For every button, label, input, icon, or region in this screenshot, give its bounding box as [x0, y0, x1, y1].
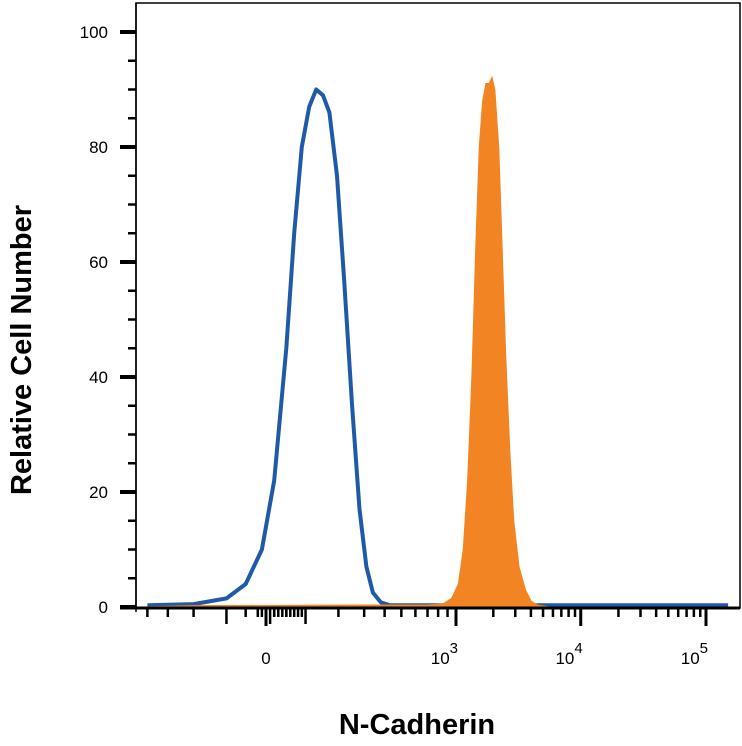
y-tick-label: 20: [89, 483, 108, 502]
x-tick-exponent: 5: [700, 640, 708, 657]
y-axis-ticks: 0 20 40 60 80 100: [80, 23, 136, 617]
x-axis-ticks: 0 103 104 105: [146, 608, 708, 668]
x-tick-label: 105: [681, 640, 708, 668]
x-tick-label: 103: [431, 640, 458, 668]
y-tick-label: 60: [89, 253, 108, 272]
x-tick-label: 104: [555, 640, 582, 668]
series-layer: [147, 75, 729, 608]
y-tick-label: 40: [89, 368, 108, 387]
y-tick-label: 0: [99, 598, 108, 617]
series-outline-histogram: [147, 87, 729, 608]
series-filled-histogram: [147, 75, 549, 608]
x-tick-exponent: 4: [574, 640, 582, 657]
y-tick-label: 100: [80, 23, 108, 42]
plot-area-border: [135, 2, 741, 609]
x-tick-exponent: 3: [450, 640, 458, 657]
x-tick-label: 0: [261, 649, 270, 668]
x-axis-title: N-Cadherin: [339, 709, 495, 741]
y-axis-title: Relative Cell Number: [6, 205, 38, 495]
y-tick-label: 80: [89, 138, 108, 157]
